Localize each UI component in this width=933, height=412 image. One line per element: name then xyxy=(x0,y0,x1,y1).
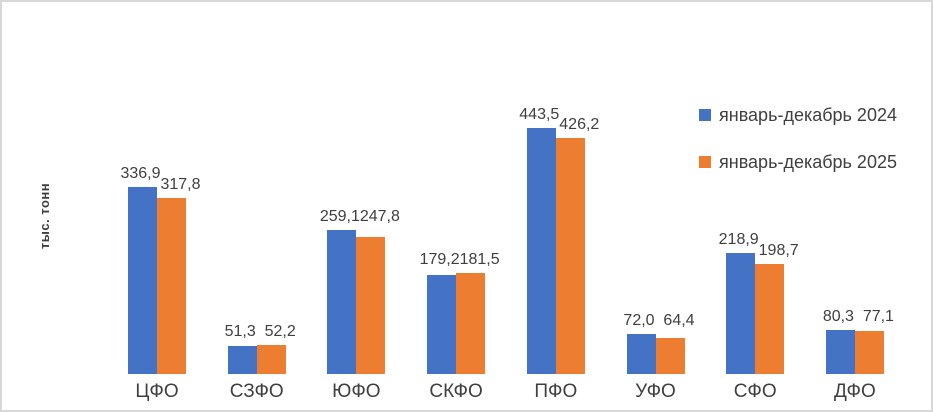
bar-series1-cat0 xyxy=(157,197,186,374)
data-label-series1-cat5: 64,4 xyxy=(663,312,695,330)
bar-series0-cat6 xyxy=(726,252,756,374)
data-label-series0-cat4: 443,5 xyxy=(519,106,560,123)
data-label-series0-cat1: 51,3 xyxy=(224,323,256,340)
x-axis-label-cat6: СФО xyxy=(733,381,777,402)
data-label-series0-cat2: 259,1 xyxy=(319,208,360,226)
data-label-series1-cat1: 52,2 xyxy=(264,323,296,340)
bar-series0-cat4 xyxy=(526,128,556,374)
data-label-series1-cat7: 77,1 xyxy=(862,307,894,325)
data-label-series0-cat5: 72,0 xyxy=(623,312,655,330)
bar-series1-cat7 xyxy=(854,331,884,374)
x-axis-label-cat1: СЗФО xyxy=(229,381,284,402)
bar-series0-cat5 xyxy=(626,334,656,374)
bar-series1-cat2 xyxy=(356,236,386,374)
x-axis-label-cat0: ЦФО xyxy=(135,381,179,402)
data-label-series1-cat0: 317,8 xyxy=(160,175,201,193)
x-axis-label-cat2: ЮФО xyxy=(332,381,381,402)
data-label-series0-cat7: 80,3 xyxy=(822,307,854,325)
x-axis-label-cat5: УФО xyxy=(635,381,676,402)
bar-series0-cat0 xyxy=(128,187,157,374)
data-label-series1-cat3: 181,5 xyxy=(459,251,500,269)
bar-series1-cat3 xyxy=(456,273,486,374)
data-label-series0-cat3: 179,2 xyxy=(419,251,460,269)
legend-label-2025: январь-декабрь 2025 xyxy=(719,151,897,172)
data-label-series1-cat2: 247,8 xyxy=(359,208,400,226)
legend-item-2025: январь-декабрь 2025 xyxy=(699,151,897,172)
bar-series0-cat3 xyxy=(427,274,457,374)
data-label-series0-cat6: 218,9 xyxy=(718,230,759,248)
x-axis-label-cat3: СКФО xyxy=(429,381,483,402)
bar-series0-cat2 xyxy=(327,230,357,374)
x-axis-label-cat4: ПФО xyxy=(534,381,578,402)
x-axis-label-cat7: ДФО xyxy=(834,381,876,402)
legend: январь-декабрь 2024 январь-декабрь 2025 xyxy=(699,104,897,200)
data-label-series0-cat0: 336,9 xyxy=(120,165,161,183)
bar-series0-cat7 xyxy=(825,329,855,374)
bar-series1-cat5 xyxy=(655,338,685,374)
legend-item-2024: январь-декабрь 2024 xyxy=(699,104,897,125)
legend-swatch-2025-icon xyxy=(699,156,711,168)
legend-swatch-2024-icon xyxy=(699,109,711,121)
data-label-series1-cat6: 198,7 xyxy=(758,241,799,259)
legend-label-2024: январь-декабрь 2024 xyxy=(719,104,897,125)
bar-series1-cat4 xyxy=(555,137,585,374)
data-label-series1-cat4: 426,2 xyxy=(559,115,600,133)
bar-series1-cat6 xyxy=(755,263,785,374)
bar-series1-cat1 xyxy=(256,345,286,374)
bar-series0-cat1 xyxy=(227,345,257,374)
